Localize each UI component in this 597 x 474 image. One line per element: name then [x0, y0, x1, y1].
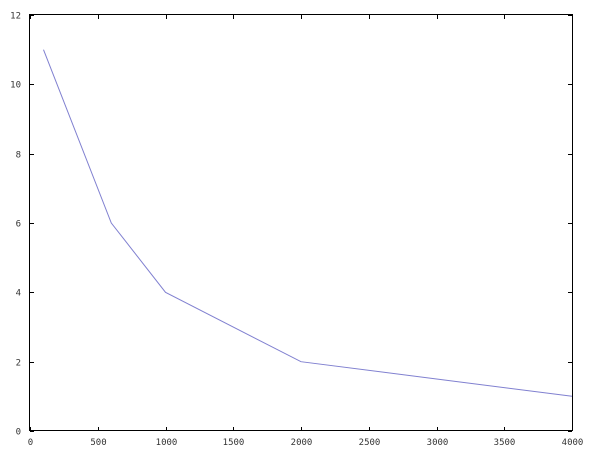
x-axis: 0 500 1000 1500 2000 2500 3000 3500 4000 [28, 15, 584, 448]
y-tick-label: 12 [10, 12, 21, 22]
x-tick-label: 2500 [359, 438, 381, 448]
x-tick-label: 0 [28, 438, 33, 448]
x-tick-label: 2000 [291, 438, 313, 448]
y-axis: 0 2 4 6 8 10 12 [10, 12, 572, 438]
x-tick-label: 4000 [562, 438, 584, 448]
series-line [43, 49, 573, 397]
y-tick-label: 2 [16, 359, 21, 369]
y-tick-label: 4 [16, 289, 21, 299]
y-tick-label: 8 [16, 151, 21, 161]
x-tick-label: 1000 [156, 438, 178, 448]
y-tick-label: 6 [16, 220, 21, 230]
series-layer [43, 49, 573, 397]
y-tick-label: 0 [16, 428, 21, 438]
x-tick-label: 1500 [223, 438, 245, 448]
x-tick-label: 3500 [494, 438, 516, 448]
y-tick-label: 10 [10, 81, 21, 91]
x-tick-label: 500 [90, 438, 106, 448]
x-tick-label: 3000 [427, 438, 449, 448]
